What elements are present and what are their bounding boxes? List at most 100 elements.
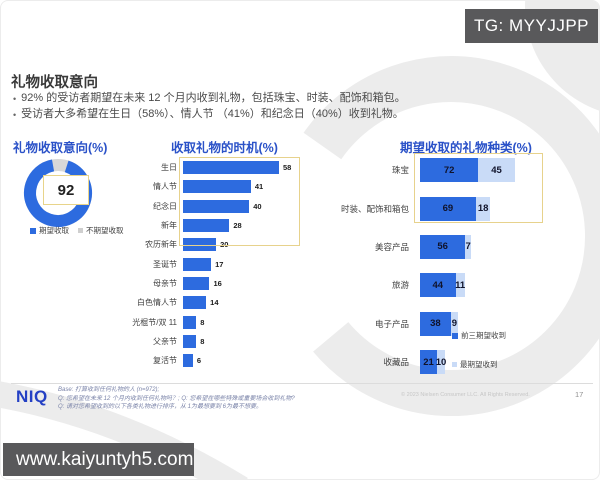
bar-value-label: 20 <box>220 240 229 250</box>
footer-divider <box>11 383 593 384</box>
stacked-bar-secondary-segment: 11 <box>455 273 465 298</box>
bar-category-label: 父亲节 <box>153 336 177 346</box>
bar <box>183 296 207 310</box>
bar <box>183 257 212 271</box>
bar-category-label: 生日 <box>161 163 177 173</box>
legend-item: 不期望收取 <box>78 225 124 236</box>
stacked-bar-secondary-segment: 45 <box>478 158 515 183</box>
legend-label: 前三期望收到 <box>461 331 506 340</box>
stacked-bar-secondary-segment: 9 <box>450 311 459 336</box>
bar-category-label: 农历新年 <box>145 240 177 250</box>
bullet-dot-icon: • <box>13 94 17 104</box>
footnote-line: Q: 您希望在未来 12 个月内收到任何礼物吗？; Q: 您希望在哪些特殊或重要… <box>58 395 295 402</box>
bar-category-label: 新年 <box>161 221 177 231</box>
legend-label: 不期望收取 <box>86 226 124 235</box>
bar <box>183 276 210 290</box>
niq-logo: NIQ <box>16 387 48 406</box>
bar-category-label: 光棍节/双 11 <box>132 317 177 327</box>
bar-value-label: 17 <box>215 259 224 269</box>
bullet-dot-icon: • <box>13 110 17 120</box>
watermark-banner: www.kaiyuntyh5.com <box>3 443 194 476</box>
bar-row: 复活节 6 <box>105 351 291 370</box>
legend-swatch-blue-icon <box>30 227 36 234</box>
bullet-text: 受访者大多希望在生日（58%）、情人节 （41%）和纪念日（40%）收到礼物。 <box>21 108 404 120</box>
bar-value-label: 6 <box>196 356 202 366</box>
bar <box>183 219 230 233</box>
stacked-bar-row: 旅游 44 11 <box>331 266 515 304</box>
stacked-bar-row: 美容产品 56 7 <box>331 228 515 266</box>
bar-row: 圣诞节 17 <box>105 254 291 273</box>
stacked-bar-primary-segment: 44 <box>420 273 456 298</box>
bar-category-label: 旅游 <box>391 280 409 291</box>
bar-value-label: 14 <box>210 298 219 308</box>
bar-category-label: 珠宝 <box>391 165 409 176</box>
bar-row: 生日 58 <box>105 158 291 177</box>
bullet-item: • 92% 的受访者期望在未来 12 个月内收到礼物，包括珠宝、时装、配饰和箱包… <box>11 91 406 107</box>
donut-chart-title: 礼物收取意向(%) <box>13 141 108 155</box>
stacked-bar-primary-segment: 72 <box>420 158 479 183</box>
footnotes: Base: 打算收到任何礼物的人 (n=972); Q: 您希望在未来 12 个… <box>58 386 418 412</box>
bar <box>183 238 217 252</box>
gift-type-chart-title: 期望收取的礼物种类(%) <box>400 141 532 155</box>
bar-category-label: 复活节 <box>153 356 177 366</box>
bar-value-label: 8 <box>200 336 205 346</box>
legend-item: 最期望收到 <box>452 359 498 370</box>
telegram-badge: TG: MYYJJPP <box>465 9 598 43</box>
stacked-bar-secondary-segment: 7 <box>465 234 472 259</box>
bar-row: 农历新年 20 <box>105 235 291 254</box>
bar <box>183 180 251 194</box>
bar-value-label: 40 <box>253 201 262 211</box>
bar-row: 父亲节 8 <box>105 332 291 351</box>
summary-bullets: • 92% 的受访者期望在未来 12 个月内收到礼物，包括珠宝、时装、配饰和箱包… <box>11 91 406 123</box>
bar-row: 母亲节 16 <box>105 274 291 293</box>
bar-category-label: 美容产品 <box>374 241 409 252</box>
bullet-text: 92% 的受访者期望在未来 12 个月内收到礼物，包括珠宝、时装、配饰和箱包。 <box>21 92 406 104</box>
stacked-bar-primary-segment: 21 <box>420 350 437 375</box>
bar <box>183 315 197 329</box>
bar-category-label: 纪念日 <box>153 201 177 211</box>
bottom-left-swoosh-shape <box>1 381 248 479</box>
legend-item: 前三期望收到 <box>452 330 506 341</box>
stacked-bar-primary-segment: 56 <box>420 234 466 259</box>
donut-legend: 期望收取 不期望收取 <box>30 225 124 236</box>
bar-category-label: 情人节 <box>153 182 177 192</box>
bar-row: 情人节 41 <box>105 177 291 196</box>
legend-item: 期望收取 <box>30 225 69 236</box>
bar-category-label: 收藏品 <box>383 357 409 368</box>
bar-category-label: 电子产品 <box>374 318 409 329</box>
legend-swatch-lightblue-icon <box>452 362 457 367</box>
legend-label: 最期望收到 <box>460 360 498 369</box>
stacked-bar-primary-segment: 69 <box>420 196 476 221</box>
large-ring-shape <box>303 56 599 417</box>
timing-chart-title: 收取礼物的时机(%) <box>171 141 278 155</box>
stacked-bar-row: 收藏品 21 10 <box>331 343 515 381</box>
gift-type-stacked-bar-chart: 珠宝 72 45 时装、配饰和箱包 69 18 美容产品 56 7 旅游 44 11 电子产品 38 9 收藏… <box>331 151 515 381</box>
bar-category-label: 白色情人节 <box>137 298 177 308</box>
bar-value-label: 16 <box>213 278 222 288</box>
stacked-bar-row: 珠宝 72 45 <box>331 151 515 189</box>
bar-category-label: 时装、配饰和箱包 <box>340 203 409 214</box>
copyright-text: © 2023 Nielsen Consumer LLC. All Rights … <box>401 392 530 398</box>
stacked-bar-row: 电子产品 38 9 <box>331 305 515 343</box>
bar-row: 光棍节/双 11 8 <box>105 312 291 331</box>
bar <box>183 334 197 348</box>
page-title: 礼物收取意向 <box>11 75 98 91</box>
bar-category-label: 母亲节 <box>153 278 177 288</box>
bar <box>183 161 279 175</box>
donut-center-value: 92 <box>57 181 75 199</box>
legend-swatch-gray-icon <box>78 228 83 233</box>
bar-value-label: 28 <box>233 221 242 231</box>
bar-category-label: 圣诞节 <box>153 259 177 269</box>
legend-label: 期望收取 <box>39 226 69 235</box>
bar-value-label: 58 <box>282 163 292 173</box>
legend-swatch-blue-icon <box>452 332 458 339</box>
donut-center-value-box: 92 <box>43 175 89 205</box>
stacked-bar-secondary-segment: 18 <box>475 196 491 221</box>
stacked-bar-row: 时装、配饰和箱包 69 18 <box>331 189 515 227</box>
bar-row: 白色情人节 14 <box>105 293 291 312</box>
footnote-line: Q: 请对您希望收到的以下各类礼物进行排序，从 1为最想要到 6为最不想要。 <box>58 404 263 410</box>
footnote-line: Base: 打算收到任何礼物的人 (n=972); <box>58 387 160 393</box>
bar-value-label: 41 <box>254 182 264 192</box>
bullet-item: • 受访者大多希望在生日（58%）、情人节 （41%）和纪念日（40%）收到礼物… <box>11 107 406 123</box>
